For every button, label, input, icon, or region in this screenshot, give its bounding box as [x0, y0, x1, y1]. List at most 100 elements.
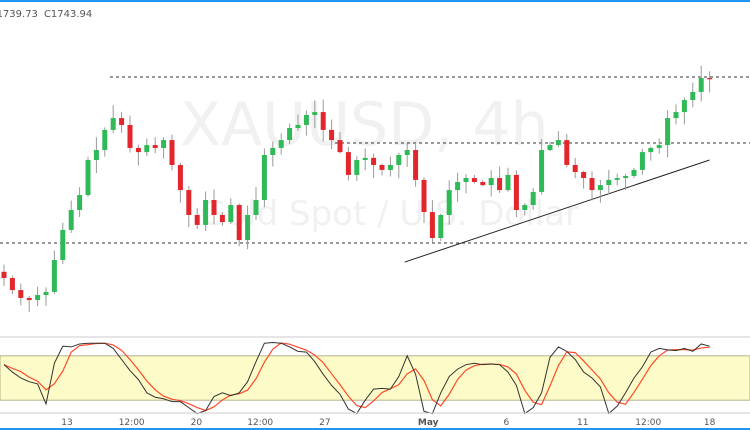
- candle: [278, 133, 284, 155]
- candle-body: [110, 118, 116, 130]
- candle: [186, 186, 192, 228]
- candle-body: [60, 229, 66, 260]
- candle-body: [152, 145, 158, 148]
- time-axis-label: 12:00: [635, 418, 661, 428]
- candle-body: [337, 140, 343, 153]
- candle: [93, 137, 99, 174]
- time-axis-label: 11: [577, 418, 588, 428]
- candle: [228, 198, 234, 225]
- candle-body: [631, 169, 637, 176]
- candle: [438, 213, 444, 241]
- candle-body: [707, 78, 713, 80]
- candle-body: [270, 147, 276, 156]
- candle: [152, 137, 158, 154]
- candle: [606, 169, 612, 195]
- candle-body: [85, 159, 91, 196]
- candle: [144, 138, 150, 157]
- candle: [211, 189, 217, 225]
- candle-body: [169, 140, 175, 165]
- candle-body: [471, 178, 477, 182]
- candle: [203, 191, 209, 231]
- candle: [337, 132, 343, 154]
- candle: [614, 173, 620, 186]
- candle: [270, 141, 276, 167]
- candle: [161, 137, 167, 159]
- candle: [572, 157, 578, 179]
- top-accent-bar: [0, 0, 750, 2]
- candle: [631, 167, 637, 178]
- candle-body: [648, 147, 654, 153]
- candle-body: [371, 157, 377, 165]
- candle: [690, 82, 696, 108]
- ohlc-close: C1743.94: [43, 9, 93, 20]
- candle-body: [421, 179, 427, 213]
- candle: [413, 141, 419, 187]
- candle-body: [68, 209, 74, 230]
- candle-body: [320, 112, 326, 130]
- candle-body: [26, 297, 32, 301]
- candle-body: [219, 214, 225, 223]
- candle: [581, 170, 587, 189]
- candle-body: [345, 152, 351, 175]
- candle-body: [513, 174, 519, 210]
- candle: [245, 205, 251, 250]
- candle: [85, 156, 91, 197]
- candle: [623, 173, 629, 191]
- candle-body: [379, 164, 385, 170]
- candle-body: [119, 118, 125, 125]
- ohlc-low: L1739.73: [0, 9, 38, 20]
- candle: [9, 275, 15, 295]
- candle-body: [581, 172, 587, 179]
- candle: [169, 134, 175, 171]
- candle-body: [245, 214, 251, 241]
- time-axis-label: 20: [191, 418, 203, 428]
- time-axis-label: 27: [319, 418, 330, 428]
- candle-body: [203, 200, 209, 225]
- candle: [51, 250, 57, 294]
- candle-body: [93, 150, 99, 160]
- candle: [135, 144, 141, 166]
- candle: [379, 163, 385, 176]
- candle-body: [303, 114, 309, 125]
- time-axis-label: 18: [704, 418, 716, 428]
- candle-body: [673, 112, 679, 119]
- candle-body: [497, 178, 503, 191]
- time-axis-label: 13: [61, 418, 72, 428]
- time-axis-label: 6: [503, 418, 509, 428]
- candle: [253, 187, 259, 221]
- candle: [261, 148, 267, 208]
- candle: [547, 141, 553, 152]
- candle: [396, 152, 402, 179]
- candle: [43, 287, 49, 306]
- candle-body: [51, 259, 57, 292]
- candle: [421, 177, 427, 223]
- candle-body: [505, 174, 511, 191]
- candle: [387, 156, 393, 177]
- candle-body: [387, 164, 393, 170]
- time-axis-label: 12:00: [119, 418, 145, 428]
- candle: [110, 105, 116, 134]
- candle: [329, 119, 335, 150]
- candle-body: [396, 155, 402, 165]
- candle-body: [555, 140, 561, 146]
- watermark-symbol: XAUUSD, 4h: [180, 90, 549, 160]
- candle: [68, 200, 74, 233]
- candle-body: [144, 145, 150, 153]
- candle-body: [329, 129, 335, 141]
- candle-body: [1, 271, 7, 279]
- candle-body: [35, 295, 41, 301]
- trendline: [404, 159, 710, 263]
- candle-body: [362, 157, 368, 160]
- candle: [488, 170, 494, 197]
- bottom-accent-bar: [0, 428, 750, 430]
- candle-body: [228, 205, 234, 223]
- candle: [1, 264, 7, 287]
- candle: [371, 153, 377, 178]
- candle-body: [186, 190, 192, 215]
- candle-body: [446, 190, 452, 215]
- candle: [354, 156, 360, 181]
- stochastic-d-line: [3, 342, 710, 412]
- candle: [177, 162, 183, 203]
- candle-body: [564, 140, 570, 165]
